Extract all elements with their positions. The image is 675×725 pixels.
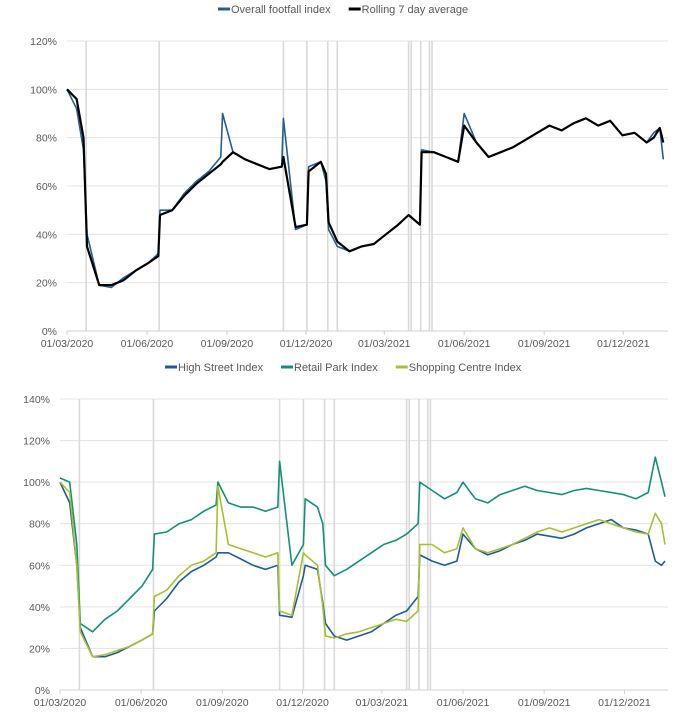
x-tick-label: 01/06/2020 (115, 697, 168, 709)
legend-item: High Street Index (165, 362, 263, 374)
x-tick-label: 01/06/2021 (437, 697, 490, 709)
x-tick-label: 01/03/2021 (358, 338, 411, 350)
legend-item: Overall footfall index (218, 4, 331, 16)
legend-label: Overall footfall index (231, 4, 331, 16)
series-line-shopping-centre-index (59, 481, 666, 658)
y-tick-label: 120% (23, 436, 50, 448)
legend-label: Shopping Centre Index (409, 362, 522, 374)
x-tick-label: 01/06/2020 (121, 338, 174, 350)
y-tick-label: 20% (29, 643, 50, 655)
y-tick-label: 0% (42, 326, 57, 338)
series-line-retail-park-index (59, 456, 666, 633)
legend-item: Rolling 7 day average (348, 4, 468, 16)
x-tick-label: 01/09/2020 (201, 338, 254, 350)
legend-item: Retail Park Index (281, 362, 378, 374)
y-tick-label: 100% (23, 477, 50, 489)
x-tick-label: 01/09/2021 (518, 338, 571, 350)
y-tick-label: 100% (30, 84, 57, 96)
y-tick-label: 40% (36, 229, 57, 241)
y-tick-label: 140% (23, 394, 50, 406)
y-tick-label: 60% (36, 181, 57, 193)
y-tick-label: 80% (36, 133, 57, 145)
x-tick-label: 01/12/2021 (598, 697, 651, 709)
x-tick-label: 01/03/2021 (356, 697, 409, 709)
y-tick-label: 80% (29, 519, 50, 531)
y-tick-label: 40% (29, 602, 50, 614)
x-tick-label: 01/03/2020 (41, 338, 94, 350)
legend-label: Retail Park Index (294, 362, 378, 374)
x-tick-label: 01/09/2020 (196, 697, 249, 709)
legend-label: Rolling 7 day average (362, 4, 468, 16)
x-tick-label: 01/12/2020 (276, 697, 329, 709)
x-tick-label: 01/03/2020 (34, 697, 87, 709)
y-tick-label: 60% (29, 560, 50, 572)
chart-2: 0% 20% 40% 60% 80% 100% 120% 140% 01/03/2020 01/0… (23, 362, 668, 709)
x-tick-label: 01/12/2020 (280, 338, 333, 350)
y-tick-label: 0% (35, 685, 50, 697)
chart-1: 0% 20% 40% 60% 80% 100% 120% 01/03/2020 01/06/20… (30, 4, 668, 350)
x-tick-label: 01/06/2021 (438, 338, 491, 350)
series-line-rolling-7-day-average (66, 88, 665, 287)
x-tick-label: 01/09/2021 (518, 697, 571, 709)
legend-item: Shopping Centre Index (395, 362, 522, 374)
y-tick-label: 120% (30, 36, 57, 48)
y-tick-label: 20% (36, 278, 57, 290)
legend-label: High Street Index (178, 362, 263, 374)
x-tick-label: 01/12/2021 (597, 338, 650, 350)
